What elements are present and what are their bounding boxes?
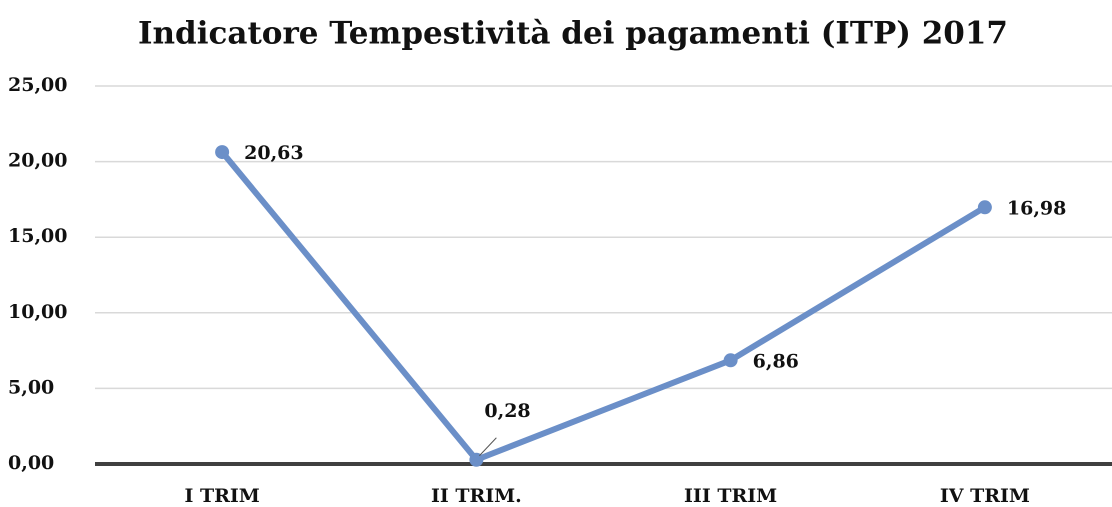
x-tick-label: II TRIM. [431,485,522,507]
y-tick-label: 25,00 [8,74,68,96]
y-tick-label: 5,00 [8,376,54,398]
data-label: 0,28 [484,400,530,422]
data-label: 20,63 [244,142,304,164]
data-label: 16,98 [1007,197,1067,219]
y-tick-label: 0,00 [8,452,54,474]
data-label: 6,86 [753,350,799,372]
point [469,452,484,467]
x-tick-label: III TRIM [684,485,777,507]
x-tick-label: I TRIM [184,485,259,507]
y-tick-label: 20,00 [8,150,68,172]
point [723,353,738,368]
point [215,145,230,160]
x-tick-label: IV TRIM [940,485,1030,507]
y-tick-label: 15,00 [8,225,68,247]
line [219,150,987,463]
chart-title: Indicatore Tempestività dei pagamenti (I… [138,16,1008,52]
y-tick-label: 10,00 [8,301,68,323]
leader-line [479,437,497,457]
point [977,200,992,215]
